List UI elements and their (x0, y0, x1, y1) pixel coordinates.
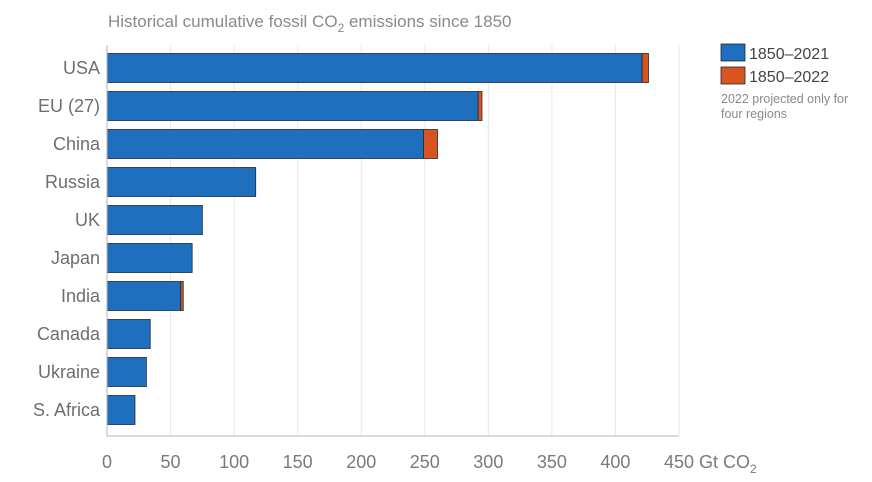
bar-usa-2022 (641, 53, 649, 83)
legend-swatch-2022 (720, 66, 746, 85)
bar-usa-2021 (106, 53, 643, 83)
category-label-canada: Canada (37, 324, 101, 344)
category-label-uk: UK (75, 210, 100, 230)
x-tick-0: 0 (102, 452, 112, 472)
category-label-japan: Japan (51, 248, 100, 268)
x-unit-sub: 2 (750, 462, 757, 476)
x-tick-100: 100 (219, 452, 249, 472)
legend-label-2022: 1850–2022 (749, 69, 829, 86)
x-tick-400: 400 (600, 452, 630, 472)
bar-ukraine-2021 (106, 357, 147, 387)
bar-china-2021 (106, 129, 424, 159)
bar-japan-2021 (106, 243, 193, 273)
x-tick-300: 300 (473, 452, 503, 472)
bar-s-africa-2021 (106, 395, 136, 425)
bar-eu-27-2021 (106, 91, 479, 121)
legend-note-line-1: 2022 projected only for (721, 92, 848, 106)
legend: 1850–2021 1850–2022 2022 projected only … (720, 43, 848, 121)
x-unit-main: Gt CO (699, 452, 750, 472)
chart-title-tail: emissions since 1850 (344, 12, 511, 31)
category-label-china: China (53, 134, 101, 154)
bar-canada-2021 (106, 319, 151, 349)
bar-india-2021 (106, 281, 182, 311)
chart-title-main: Historical cumulative fossil CO (108, 12, 338, 31)
bar-russia-2021 (106, 167, 257, 197)
bar-eu-27-2022 (477, 91, 483, 121)
legend-label-2021: 1850–2021 (749, 46, 829, 63)
legend-note-line-2: four regions (721, 107, 787, 121)
category-label-ukraine: Ukraine (38, 362, 100, 382)
bars (106, 53, 649, 425)
x-unit-label: Gt CO2 (699, 452, 757, 476)
category-label-s-africa: S. Africa (33, 400, 101, 420)
chart-title: Historical cumulative fossil CO2 emissio… (108, 12, 512, 35)
x-tick-200: 200 (346, 452, 376, 472)
x-tick-450: 450 (664, 452, 694, 472)
category-label-russia: Russia (45, 172, 101, 192)
chart-title-sub: 2 (338, 21, 345, 35)
x-tick-50: 50 (161, 452, 181, 472)
category-label-india: India (61, 286, 101, 306)
category-labels: USA EU (27) China Russia UK Japan India Canada U… (33, 58, 101, 420)
x-tick-250: 250 (410, 452, 440, 472)
x-tick-labels: 0 50 100 150 200 250 300 350 400 450 (102, 452, 694, 472)
bar-india-2022 (180, 281, 184, 311)
category-label-eu-27: EU (27) (38, 96, 100, 116)
category-label-usa: USA (63, 58, 100, 78)
bar-china-2022 (423, 129, 438, 159)
legend-swatch-2021 (720, 43, 746, 62)
x-tick-150: 150 (283, 452, 313, 472)
x-tick-350: 350 (537, 452, 567, 472)
bar-uk-2021 (106, 205, 203, 235)
